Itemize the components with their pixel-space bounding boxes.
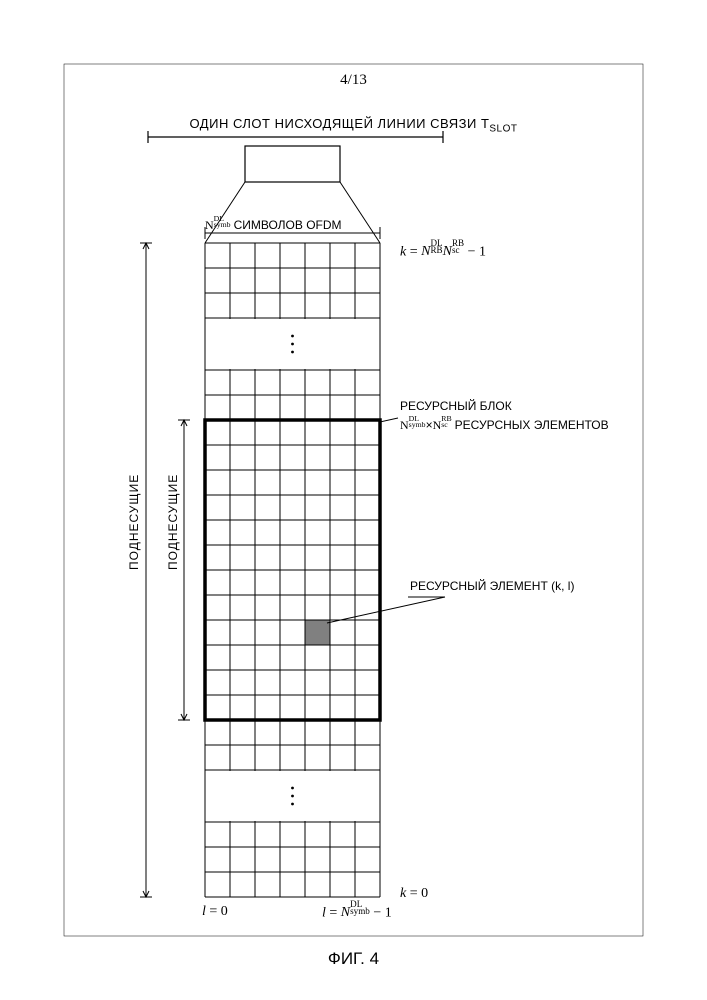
page: 4/13 ОДИН СЛОТ НИСХОДЯЩЕЙ ЛИНИИ СВЯЗИ TS… [0,0,707,1000]
diagram-svg [0,0,707,1000]
